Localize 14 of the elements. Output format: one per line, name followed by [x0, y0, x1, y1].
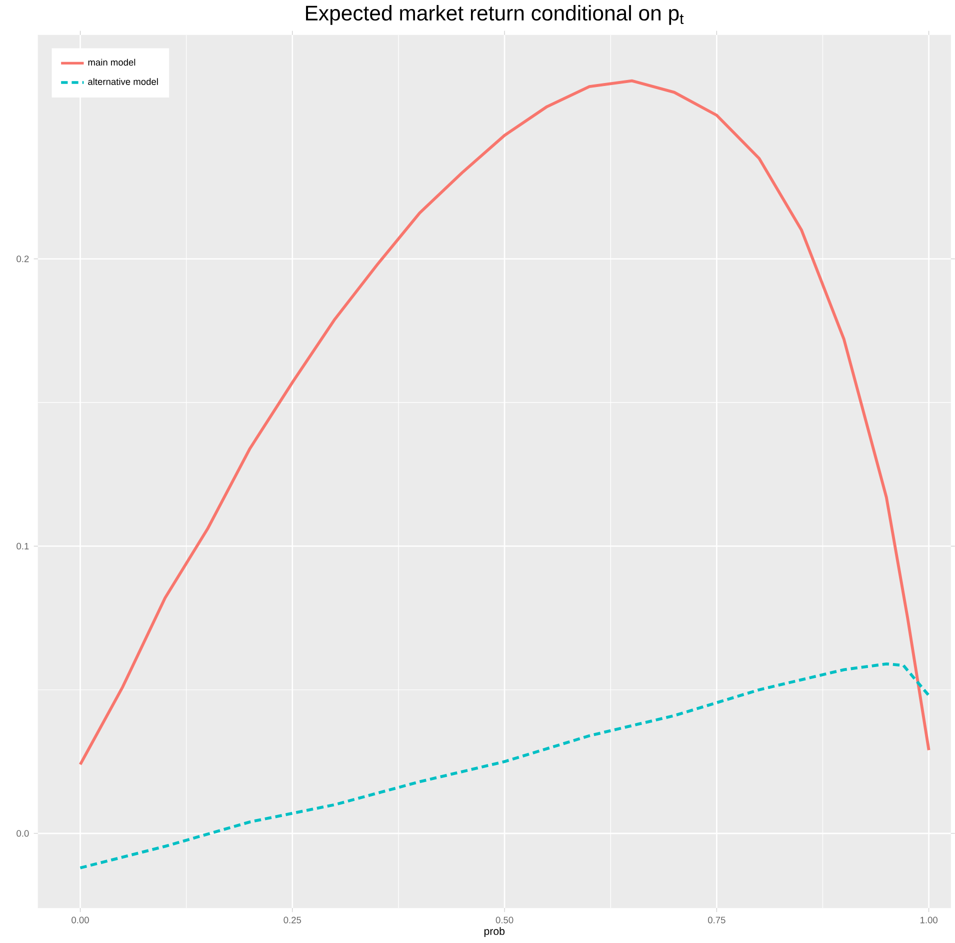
legend-label: main model: [88, 59, 136, 66]
x-axis-title: prob: [484, 927, 505, 938]
x-tick-label: 1.00: [920, 916, 938, 924]
y-tick-label: 0.0: [16, 830, 29, 837]
line-series: [78, 662, 930, 870]
y-tick-label: 0.1: [16, 543, 29, 550]
line-series: [78, 80, 930, 766]
x-tick-label: 0.00: [72, 916, 89, 924]
y-tick-label: 0.2: [16, 256, 29, 262]
x-tick-label: 0.25: [284, 916, 302, 924]
chart-title: Expected market return conditional on p$_{t}$: [306, 5, 684, 26]
legend-label: alternative model: [88, 78, 158, 86]
x-tick-label: 0.75: [708, 916, 726, 924]
x-tick-label: 0.50: [496, 916, 514, 924]
